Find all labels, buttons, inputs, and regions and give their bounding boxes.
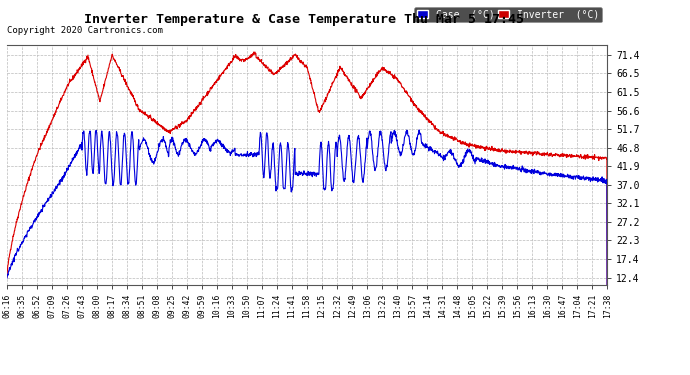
Text: Copyright 2020 Cartronics.com: Copyright 2020 Cartronics.com	[7, 26, 163, 35]
Text: Inverter Temperature & Case Temperature Thu Mar 5 17:45: Inverter Temperature & Case Temperature …	[83, 13, 524, 26]
Legend: Case  (°C), Inverter  (°C): Case (°C), Inverter (°C)	[414, 7, 602, 22]
